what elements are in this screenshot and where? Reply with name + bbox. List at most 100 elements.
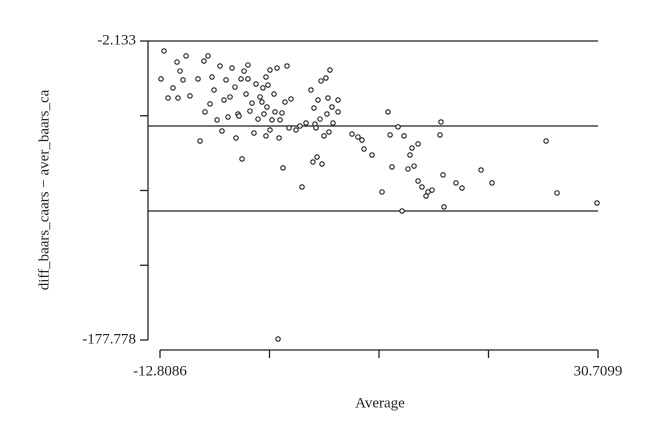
point [279,110,285,116]
point [280,165,286,171]
point [297,123,303,129]
point [209,74,215,80]
point [183,53,189,59]
point [288,96,294,102]
point [255,116,261,122]
point [207,101,213,107]
point [225,114,231,120]
point [327,67,333,73]
y-axis-label: diff_baars_caars − aver_baars_ca [36,89,52,290]
point [251,130,257,136]
point [310,159,316,165]
point [407,152,413,158]
point [277,117,283,123]
point [324,111,330,117]
point [459,185,465,191]
point [317,116,323,122]
point [554,190,560,196]
point [158,76,164,82]
point [229,65,235,71]
point [232,84,238,90]
point [227,94,233,100]
point [263,74,269,80]
point [165,95,171,101]
point [369,152,375,158]
point [361,146,367,152]
point [411,163,417,169]
point [223,77,229,83]
point [271,91,277,97]
point [245,76,251,82]
point [195,76,201,82]
x-tick-label: -12.8086 [133,363,187,379]
point [233,135,239,141]
point [286,125,292,131]
point [174,59,180,65]
point [161,48,167,54]
point [401,133,407,139]
point [321,133,327,139]
point [264,104,270,110]
point [211,87,217,93]
x-tick-label: 30.7099 [574,363,623,379]
point [319,161,325,167]
point [415,141,421,147]
point [274,65,280,71]
point [437,132,443,138]
point [335,109,341,115]
point [272,109,278,115]
x-axis-label: Average [355,395,405,411]
point [323,75,329,81]
point [175,95,181,101]
point [284,63,290,69]
point [330,120,336,126]
point [314,154,320,160]
point [267,67,273,73]
point [201,58,207,64]
y-tick-label: -2.133 [97,32,136,48]
point [355,134,361,140]
point [318,78,324,84]
point [409,145,415,151]
point [453,180,459,186]
point [387,132,393,138]
point [335,97,341,103]
point [399,208,405,214]
point [205,53,211,59]
point [276,135,282,141]
point [478,167,484,173]
point [311,105,317,111]
point [238,76,244,82]
point [265,82,271,88]
point [249,100,255,106]
point [180,77,186,83]
point [438,119,444,125]
point [349,131,355,137]
point [326,129,332,135]
point [282,99,288,105]
point [440,172,446,178]
point [214,117,220,123]
point [269,117,275,123]
point [325,95,331,101]
point [293,127,299,133]
point [219,128,225,134]
point [594,200,600,206]
point [202,109,208,115]
point [359,137,365,143]
point [247,108,253,114]
point [236,113,242,119]
point [308,87,314,93]
point [197,138,203,144]
point [267,127,273,133]
point [257,94,263,100]
point [441,204,447,210]
point [315,97,321,103]
point [260,85,266,91]
point [217,63,223,69]
point [221,97,227,103]
point [243,91,249,97]
point [329,104,335,110]
point [259,99,265,105]
